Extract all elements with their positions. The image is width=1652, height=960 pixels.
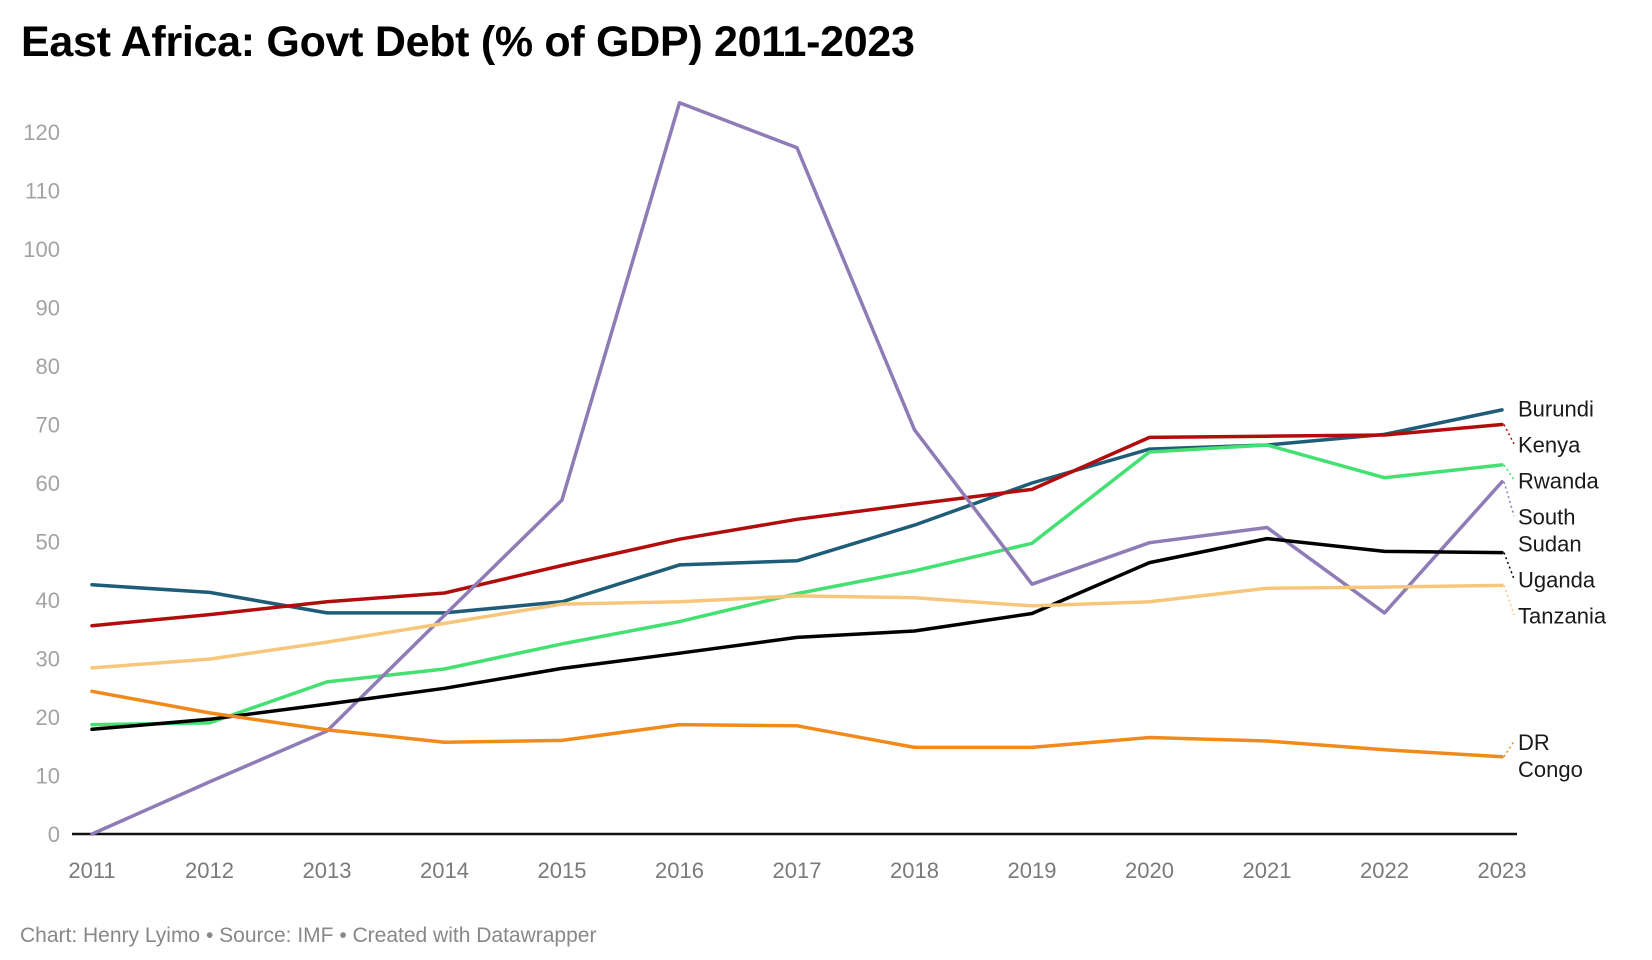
series-label-uganda: Uganda <box>1518 567 1596 592</box>
label-connector-kenya <box>1503 424 1515 445</box>
chart-title: East Africa: Govt Debt (% of GDP) 2011-2… <box>21 18 915 66</box>
y-tick-label: 120 <box>23 120 60 145</box>
y-axis-ticks: 0 10 20 30 40 50 60 70 80 90 100 110 120 <box>23 120 60 847</box>
y-tick-label: 60 <box>36 471 60 496</box>
x-tick-label: 2012 <box>185 858 234 883</box>
y-tick-label: 70 <box>36 413 60 438</box>
x-axis-ticks: 2011 2012 2013 2014 2015 2016 2017 2018 2019 2020… <box>68 858 1526 883</box>
y-tick-label: 80 <box>36 354 60 379</box>
series-label-south-sudan: South <box>1518 504 1576 529</box>
series-label-south-sudan: Sudan <box>1518 531 1582 556</box>
series-label-tanzania: Tanzania <box>1518 603 1607 628</box>
label-connector-dr-congo <box>1503 740 1515 758</box>
series-line-rwanda <box>90 443 1504 727</box>
x-tick-label: 2018 <box>890 858 939 883</box>
x-tick-label: 2020 <box>1125 858 1174 883</box>
series-line-tanzania <box>90 583 1504 670</box>
series-line-uganda <box>90 536 1504 732</box>
x-tick-label: 2019 <box>1008 858 1057 883</box>
y-tick-label: 100 <box>23 237 60 262</box>
series-label-rwanda: Rwanda <box>1518 468 1599 493</box>
series-label-kenya: Kenya <box>1518 432 1581 457</box>
y-tick-label: 20 <box>36 705 60 730</box>
label-connector-rwanda <box>1503 464 1515 481</box>
x-tick-label: 2015 <box>538 858 587 883</box>
series-lines <box>90 101 1504 836</box>
y-tick-label: 110 <box>25 179 60 204</box>
label-connectors <box>1503 424 1515 758</box>
y-tick-label: 40 <box>36 588 60 613</box>
x-tick-label: 2014 <box>420 858 469 883</box>
series-line-dr-congo <box>90 689 1504 759</box>
y-tick-label: 30 <box>36 647 60 672</box>
label-connector-tanzania <box>1503 585 1515 616</box>
x-tick-label: 2021 <box>1243 858 1292 883</box>
y-tick-label: 10 <box>36 764 60 789</box>
x-tick-label: 2013 <box>303 858 352 883</box>
label-connector-south-sudan <box>1503 481 1515 517</box>
series-line-kenya <box>90 422 1504 628</box>
series-label-burundi: Burundi <box>1518 396 1594 421</box>
series-label-dr-congo: Congo <box>1518 757 1583 782</box>
series-line-burundi <box>90 408 1504 615</box>
x-tick-label: 2022 <box>1360 858 1409 883</box>
x-tick-label: 2016 <box>655 858 704 883</box>
y-tick-label: 0 <box>48 822 60 847</box>
label-connector-uganda <box>1503 552 1515 580</box>
y-tick-label: 50 <box>36 530 60 555</box>
y-tick-label: 90 <box>36 296 60 321</box>
x-tick-label: 2011 <box>68 858 115 883</box>
chart-footer: Chart: Henry Lyimo • Source: IMF • Creat… <box>20 924 597 947</box>
x-tick-label: 2017 <box>773 858 822 883</box>
x-tick-label: 2023 <box>1478 858 1527 883</box>
series-label-dr-congo: DR <box>1518 730 1550 755</box>
